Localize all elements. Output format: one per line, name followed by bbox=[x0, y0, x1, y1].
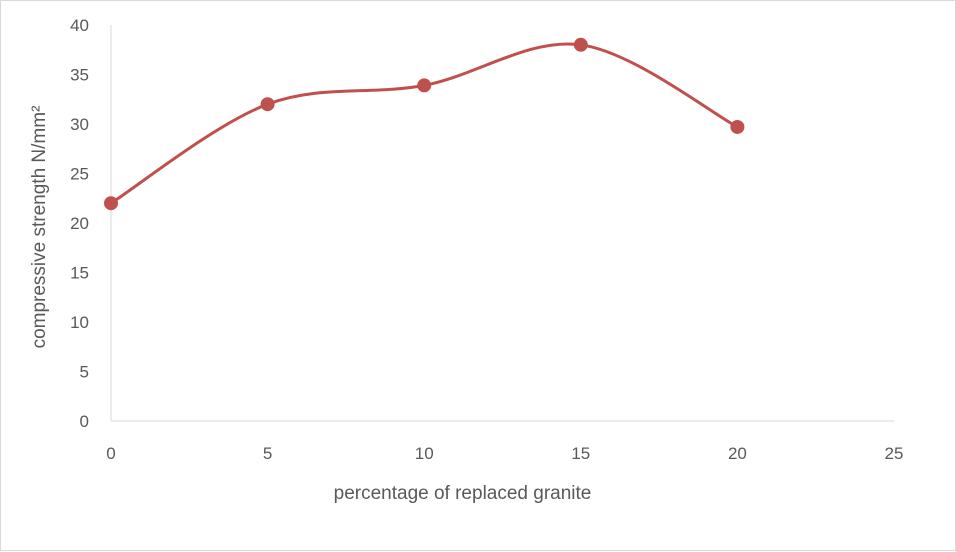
data-point bbox=[417, 78, 432, 93]
series-line bbox=[109, 42, 739, 205]
y-tick-label: 35 bbox=[70, 66, 89, 85]
y-tick-label: 40 bbox=[70, 16, 89, 35]
x-axis-title: percentage of replaced granite bbox=[334, 483, 592, 504]
data-point bbox=[104, 196, 118, 211]
series bbox=[104, 37, 745, 211]
axes bbox=[110, 25, 894, 422]
y-tick-label: 25 bbox=[70, 165, 89, 184]
x-tick-label: 0 bbox=[106, 444, 115, 463]
y-tick-label: 30 bbox=[70, 115, 89, 134]
data-point bbox=[730, 119, 745, 134]
x-tick-label: 25 bbox=[885, 444, 904, 463]
y-tick-label: 20 bbox=[70, 214, 89, 233]
x-tick-labels: 0 5 10 15 20 25 bbox=[106, 444, 903, 463]
x-tick-label: 5 bbox=[263, 444, 272, 463]
x-tick-label: 20 bbox=[728, 444, 747, 463]
y-tick-label: 15 bbox=[70, 264, 89, 283]
y-tick-labels: 0 5 10 15 20 25 30 35 40 bbox=[70, 16, 89, 431]
x-tick-label: 15 bbox=[571, 444, 590, 463]
y-axis-title: compressive strength N/mm² bbox=[29, 106, 50, 349]
y-tick-label: 10 bbox=[70, 313, 89, 332]
data-point bbox=[260, 97, 275, 112]
y-tick-label: 5 bbox=[80, 363, 89, 382]
x-tick-label: 10 bbox=[415, 444, 434, 463]
data-point bbox=[573, 37, 588, 52]
y-tick-label: 0 bbox=[80, 412, 89, 431]
